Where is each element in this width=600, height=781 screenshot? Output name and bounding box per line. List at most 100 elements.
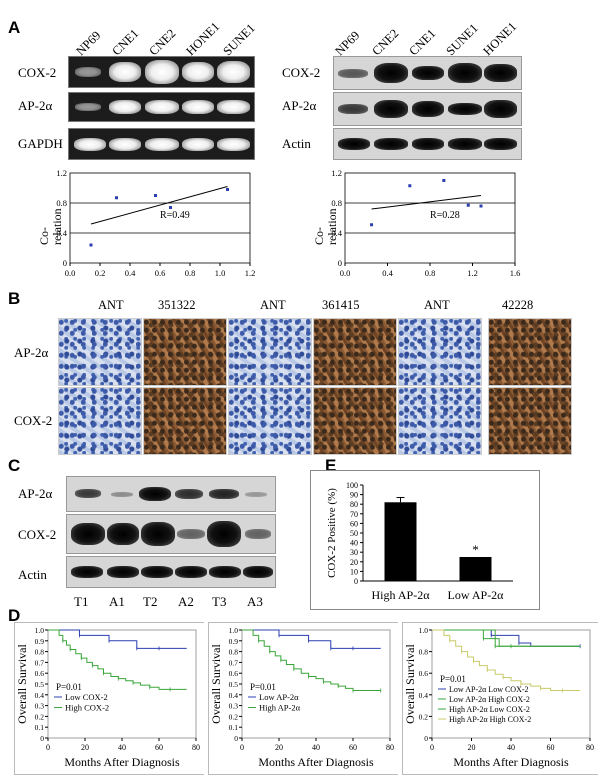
correlation-annotation: R=0.49 <box>160 210 190 221</box>
lane-label: HONE1 <box>480 19 520 59</box>
blot-row-label: Actin <box>18 567 47 582</box>
y-tick-label: 0 <box>338 258 342 268</box>
x-tick-label: 20 <box>468 743 476 752</box>
correlation-annotation: R=0.28 <box>430 210 460 221</box>
x-tick-label: 1.2 <box>245 268 256 278</box>
y-tick-label: 20 <box>350 558 358 567</box>
lane-label: A2 <box>178 594 194 609</box>
lane-label: NP69 <box>332 28 363 59</box>
gel-strip-ap2a <box>68 92 255 122</box>
lane-label: CNE2 <box>146 26 179 59</box>
y-tick-label: 0 <box>354 577 358 586</box>
y-tick-label: 0.8 <box>229 648 239 657</box>
gel-strip-cox2 <box>68 56 255 88</box>
y-tick-label: 0.6 <box>419 669 429 678</box>
x-tick-label: 0 <box>240 743 244 752</box>
y-tick-label: 0.5 <box>35 680 45 689</box>
data-point <box>169 206 172 209</box>
x-tick-label: 0.4 <box>125 268 136 278</box>
data-point <box>442 179 446 182</box>
ihc-column-label: ANT <box>424 298 450 312</box>
lane-label: T2 <box>143 594 158 609</box>
x-tick-label: 0.2 <box>95 268 106 278</box>
lane-label: CNE1 <box>406 26 439 59</box>
ihc-image-ant-cox2 <box>398 387 482 455</box>
x-tick-label: 0 <box>46 743 50 752</box>
blot-row-label: GAPDH <box>18 136 63 151</box>
x-tick-label: 0 <box>430 743 434 752</box>
y-tick-label: 0.4 <box>56 228 67 238</box>
bar <box>459 557 492 581</box>
legend-entry: Low COX-2 <box>65 692 108 702</box>
y-axis-label: Co-relation <box>37 208 64 245</box>
significance-marker: * <box>472 542 479 557</box>
ihc-image-tumor-cox2 <box>313 387 397 455</box>
y-tick-label: 0 <box>234 734 238 743</box>
y-tick-label: 0.8 <box>419 648 429 657</box>
legend-entry: Low AP-2α Low COX-2 <box>449 685 529 694</box>
legend-entry: High AP-2α High COX-2 <box>449 715 531 724</box>
y-tick-label: 1.2 <box>331 168 342 178</box>
y-tick-label: 40 <box>350 539 358 548</box>
lane-label: CNE1 <box>109 26 142 59</box>
figure-border <box>14 622 204 775</box>
ihc-image-tumor-ap2a <box>488 318 572 386</box>
x-axis-label: Months After Diagnosis <box>64 755 180 769</box>
ihc-image-ant-ap2a <box>58 318 142 386</box>
survival-curve <box>48 629 187 690</box>
y-tick-label: 0 <box>40 734 44 743</box>
gel-strip-gapdh <box>68 128 255 160</box>
data-point <box>89 243 93 247</box>
x-tick-label: 20 <box>275 743 283 752</box>
y-tick-label: 0.4 <box>229 691 239 700</box>
x-tick-label: 1.0 <box>215 268 226 278</box>
x-tick-label: 80 <box>586 743 594 752</box>
x-axis-label: Months After Diagnosis <box>453 755 569 769</box>
ihc-column-label: 351322 <box>158 298 196 312</box>
panel-letter-e: E <box>325 456 337 475</box>
figure-border <box>402 622 598 775</box>
x-tick-label: 80 <box>192 743 200 752</box>
y-tick-label: 0.9 <box>35 637 45 646</box>
y-tick-label: 0.2 <box>419 712 429 721</box>
data-point <box>115 196 118 200</box>
ihc-column-label: ANT <box>98 298 124 312</box>
y-tick-label: 0.5 <box>229 680 239 689</box>
ihc-image-ant-cox2 <box>228 387 312 455</box>
data-point <box>226 188 229 191</box>
y-tick-label: 0.4 <box>35 691 45 700</box>
y-tick-label: 1.0 <box>35 626 45 635</box>
blot-row-label: AP-2α <box>282 98 317 113</box>
p-value: P=0.01 <box>440 674 466 684</box>
y-tick-label: 0.7 <box>35 658 45 667</box>
p-value: P=0.01 <box>250 682 276 692</box>
panel-letter-b: B <box>8 289 21 308</box>
lane-label: T3 <box>212 594 227 609</box>
western-strip-ap2a <box>333 92 522 126</box>
y-tick-label: 0.2 <box>35 712 45 721</box>
y-axis-label: Overall Survival <box>403 644 417 724</box>
legend-entry: Low AP-2α High COX-2 <box>449 695 530 704</box>
y-tick-label: 0.6 <box>35 669 45 678</box>
data-point <box>408 184 412 188</box>
blot-row-label: COX-2 <box>18 527 57 542</box>
ihc-image-tumor-cox2 <box>143 387 227 455</box>
scatter-plot-right: 0.0 0.4 0.8 1.2 1.6 0 0.4 0.8 1.2 R=0.28 Co-relati… <box>312 168 520 278</box>
y-axis-label: Co-relation <box>312 208 339 245</box>
y-tick-label: 50 <box>350 529 358 538</box>
lane-label: T1 <box>74 594 89 609</box>
ihc-column-label: 42228 <box>502 298 534 312</box>
y-tick-label: 30 <box>350 548 358 557</box>
x-tick-label: 80 <box>386 743 394 752</box>
y-tick-label: 0.3 <box>35 702 45 711</box>
ihc-column-label: 361415 <box>322 298 360 312</box>
ihc-column-label: ANT <box>260 298 286 312</box>
y-tick-label: 80 <box>350 500 358 509</box>
x-tick-label: 0.0 <box>65 268 76 278</box>
lane-label: SUNE1 <box>220 20 258 59</box>
y-tick-label: 0 <box>63 258 67 268</box>
lane-label: HONE1 <box>183 19 223 59</box>
x-axis-label: Months After Diagnosis <box>258 755 374 769</box>
